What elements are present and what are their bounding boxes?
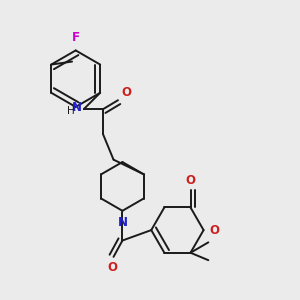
Text: N: N: [71, 101, 81, 114]
Text: N: N: [117, 216, 128, 229]
Text: F: F: [72, 32, 80, 44]
Text: O: O: [121, 86, 131, 99]
Text: O: O: [107, 261, 117, 274]
Text: O: O: [185, 174, 196, 187]
Text: H: H: [68, 106, 75, 116]
Text: O: O: [209, 224, 219, 237]
